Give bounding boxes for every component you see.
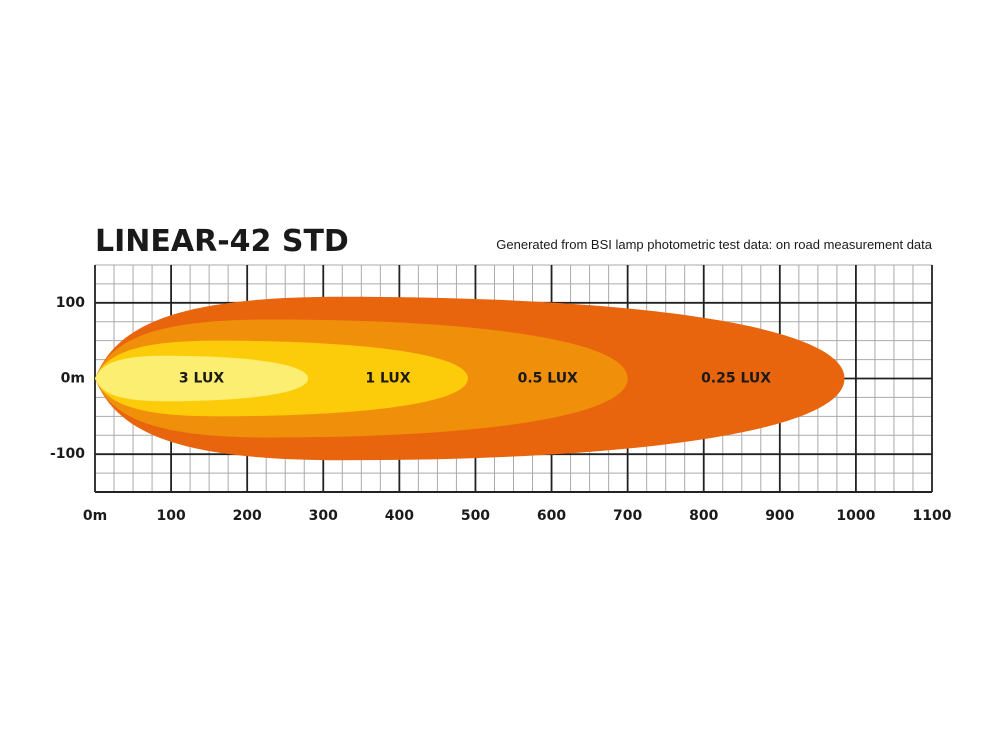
x-tick-label: 1100: [913, 508, 952, 524]
x-tick-label: 600: [537, 508, 566, 524]
x-tick-label: 100: [156, 508, 185, 524]
zone-label: 0.25 LUX: [701, 371, 771, 387]
y-tick-label: -100: [50, 446, 85, 462]
y-tick-label: 100: [56, 295, 85, 311]
x-tick-label: 700: [613, 508, 642, 524]
x-tick-label: 900: [765, 508, 794, 524]
x-tick-label: 300: [309, 508, 338, 524]
chart-title: LINEAR-42 STD: [95, 224, 349, 259]
zone-label: 0.5 LUX: [518, 371, 578, 387]
x-tick-label: 500: [461, 508, 490, 524]
x-tick-label: 800: [689, 508, 718, 524]
x-tick-label: 200: [233, 508, 262, 524]
zone-label: 1 LUX: [365, 371, 410, 387]
beam-zone: [95, 355, 309, 402]
x-tick-label: 0m: [83, 508, 107, 524]
x-tick-label: 400: [385, 508, 414, 524]
x-tick-label: 1000: [836, 508, 875, 524]
zone-label: 3 LUX: [179, 371, 224, 387]
y-tick-label: 0m: [61, 371, 85, 387]
chart-subtitle: Generated from BSI lamp photometric test…: [496, 237, 932, 252]
